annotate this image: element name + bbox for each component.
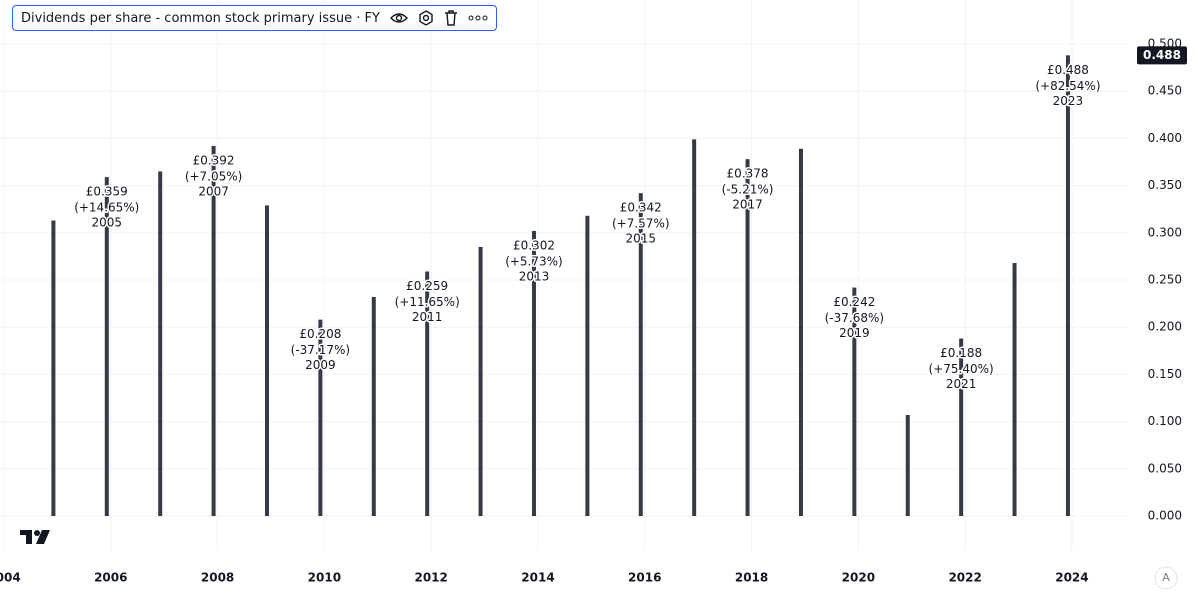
- value-label: £0.242: [833, 295, 875, 309]
- value-label: £0.208: [299, 327, 341, 341]
- bar: [798, 148, 803, 516]
- bar: [852, 287, 857, 516]
- bar: [905, 414, 910, 516]
- bar: [264, 205, 269, 516]
- bar: [425, 271, 430, 516]
- year-label: 2017: [732, 198, 763, 212]
- y-tick-label: 0.350: [1148, 178, 1182, 192]
- x-tick-label: 2024: [1055, 571, 1088, 585]
- x-tick-label: 2020: [842, 571, 875, 585]
- last-value-tag-label: 0.488: [1143, 48, 1181, 62]
- change-label: (+14.65%): [74, 201, 139, 215]
- x-tick-label: 2006: [94, 571, 127, 585]
- bar: [318, 319, 323, 516]
- change-label: (-37.17%): [291, 343, 350, 357]
- year-label: 2023: [1053, 94, 1084, 108]
- year-label: 2009: [305, 358, 336, 372]
- x-tick-label: 2014: [521, 571, 554, 585]
- change-label: (-5.21%): [722, 183, 774, 197]
- bar: [692, 139, 697, 516]
- year-label: 2011: [412, 310, 443, 324]
- value-label: £0.359: [86, 185, 128, 199]
- legend[interactable]: Dividends per share - common stock prima…: [12, 5, 497, 31]
- year-label: 2005: [92, 216, 123, 230]
- year-label: 2021: [946, 377, 977, 391]
- bar: [531, 230, 536, 517]
- y-tick-label: 0.250: [1148, 273, 1182, 287]
- bar: [211, 145, 216, 516]
- y-tick-label: 0.400: [1148, 131, 1182, 145]
- value-label: £0.188: [940, 346, 982, 360]
- value-label: £0.488: [1047, 63, 1089, 77]
- year-label: 2013: [519, 269, 550, 283]
- chart-title: Dividends per share - common stock prima…: [21, 10, 380, 26]
- x-tick-label: 2012: [414, 571, 447, 585]
- change-label: (+7.57%): [612, 217, 670, 231]
- value-label: £0.259: [406, 279, 448, 293]
- auto-scale-label[interactable]: A: [1162, 571, 1170, 584]
- bar: [585, 215, 590, 517]
- x-tick-label: 2018: [735, 571, 768, 585]
- bar: [158, 171, 163, 516]
- y-tick-label: 0.300: [1148, 225, 1182, 239]
- bar: [1012, 263, 1017, 516]
- y-tick-label: 0.450: [1148, 84, 1182, 98]
- y-tick-label: 0.000: [1148, 509, 1182, 523]
- y-tick-label: 0.200: [1148, 320, 1182, 334]
- x-tick-label: 2004: [0, 571, 21, 585]
- settings-icon[interactable]: [418, 10, 434, 26]
- change-label: (-37.68%): [825, 311, 884, 325]
- x-tick-label: 2022: [948, 571, 981, 585]
- y-tick-label: 0.150: [1148, 367, 1182, 381]
- value-label: £0.378: [727, 167, 769, 181]
- bar: [745, 159, 750, 516]
- change-label: (+7.05%): [185, 169, 243, 183]
- change-label: (+11.65%): [395, 295, 460, 309]
- change-label: (+82.54%): [1035, 79, 1100, 93]
- bar: [1065, 55, 1070, 516]
- change-label: (+75.40%): [929, 362, 994, 376]
- bar: [51, 220, 56, 516]
- year-label: 2007: [198, 184, 229, 198]
- bar: [638, 193, 643, 517]
- x-tick-label: 2010: [308, 571, 341, 585]
- x-tick-label: 2008: [201, 571, 234, 585]
- bar: [959, 338, 964, 516]
- value-label: £0.392: [193, 153, 235, 167]
- bar: [478, 246, 483, 516]
- bar: [104, 177, 109, 516]
- value-label: £0.302: [513, 238, 555, 252]
- eye-icon[interactable]: [389, 11, 408, 25]
- tv-logo: [20, 530, 50, 544]
- y-tick-label: 0.100: [1148, 414, 1182, 428]
- delete-icon[interactable]: [444, 10, 458, 26]
- more-icon[interactable]: [468, 14, 488, 22]
- auto-scale-button[interactable]: [1154, 566, 1178, 590]
- grid: [0, 0, 1128, 550]
- y-tick-label: 0.050: [1148, 461, 1182, 475]
- bar: [371, 296, 376, 516]
- change-label: (+5.73%): [505, 254, 563, 268]
- value-label: £0.342: [620, 201, 662, 215]
- year-label: 2015: [625, 232, 656, 246]
- last-value-tag: [1137, 46, 1187, 65]
- year-label: 2019: [839, 326, 870, 340]
- x-tick-label: 2016: [628, 571, 661, 585]
